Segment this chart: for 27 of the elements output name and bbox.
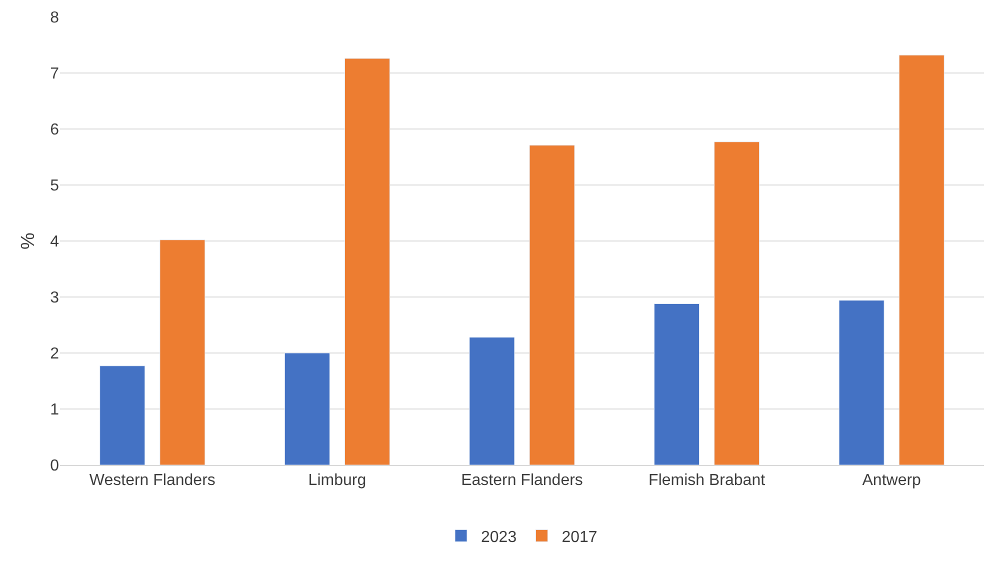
x-tick-label: Flemish Brabant	[648, 472, 766, 490]
y-tick-label: 7	[50, 66, 60, 83]
bar	[529, 144, 575, 465]
y-tick-label: 3	[50, 290, 60, 307]
bar	[714, 142, 760, 465]
legend-label: 2017	[562, 528, 598, 546]
y-tick-label: 5	[50, 178, 60, 195]
bar	[160, 240, 206, 465]
y-tick-label: 8	[50, 10, 60, 27]
y-tick-label: 6	[50, 122, 60, 139]
bar	[654, 303, 700, 465]
x-tick-label: Western Flanders	[89, 472, 216, 490]
y-tick-label: 1	[50, 402, 60, 419]
y-tick-label: 0	[50, 458, 60, 475]
y-tick-label: 2	[50, 346, 60, 363]
bar	[469, 337, 515, 465]
x-tick-label: Antwerp	[862, 472, 922, 490]
x-tick-label: Limburg	[308, 472, 366, 490]
bar	[838, 300, 884, 465]
x-tick-label: Eastern Flanders	[461, 472, 583, 490]
bar	[344, 58, 390, 465]
y-axis-title: %	[18, 232, 39, 250]
bar	[284, 352, 330, 465]
bar	[100, 366, 146, 465]
bar	[898, 54, 944, 465]
legend-label: 2023	[481, 528, 517, 546]
y-tick-label: 4	[50, 234, 60, 251]
